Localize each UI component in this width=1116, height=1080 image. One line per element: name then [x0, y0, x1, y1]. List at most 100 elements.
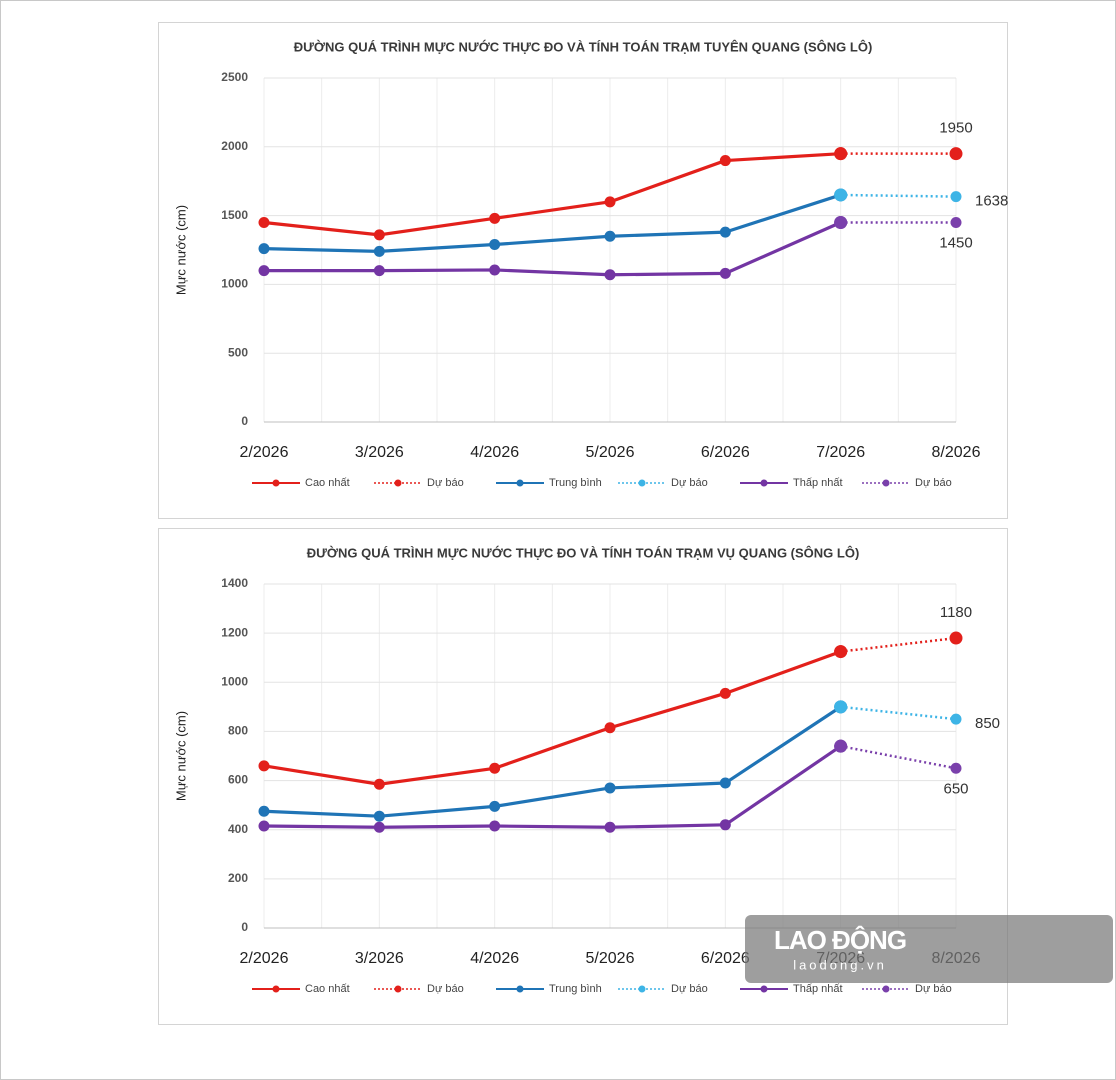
series-line	[263, 650, 842, 786]
x-tick-label: 4/2026	[470, 950, 519, 967]
series-marker	[949, 631, 963, 645]
y-tick-label: 0	[241, 920, 248, 934]
series-marker	[373, 778, 385, 790]
chart-title: ĐƯỜNG QUÁ TRÌNH MỰC NƯỚC THỰC ĐO VÀ TÍNH…	[294, 39, 873, 54]
y-tick-label: 500	[228, 345, 248, 359]
series-marker	[719, 226, 731, 238]
legend-label: Dự báo	[427, 477, 464, 489]
y-tick-label: 400	[228, 822, 248, 836]
y-axis-title: Mực nước (cm)	[173, 711, 188, 801]
series-line	[264, 221, 842, 277]
legend-label: Thấp nhất	[793, 477, 843, 489]
legend-label: Dự báo	[915, 477, 952, 489]
x-tick-label: 8/2026	[932, 444, 981, 461]
series-line	[263, 193, 842, 253]
series-marker	[604, 821, 616, 833]
legend-label: Cao nhất	[305, 477, 350, 489]
y-tick-label: 1500	[221, 208, 248, 222]
legend-label: Dự báo	[427, 983, 464, 995]
series-line	[263, 705, 842, 818]
data-label: 1950	[939, 120, 972, 137]
data-label: 650	[943, 780, 968, 797]
series-marker	[258, 820, 270, 832]
legend-label: Thấp nhất	[793, 983, 843, 995]
legend-label: Trung bình	[549, 983, 602, 995]
legend-marker	[638, 985, 646, 993]
y-tick-label: 1400	[221, 576, 248, 590]
series-marker	[719, 267, 731, 279]
legend-marker	[638, 479, 646, 487]
series-marker	[719, 819, 731, 831]
y-tick-label: 200	[228, 871, 248, 885]
x-tick-label: 2/2026	[240, 444, 289, 461]
series-marker	[258, 216, 270, 228]
watermark-url: laodong.vn	[793, 957, 887, 972]
series-marker	[489, 820, 501, 832]
series-marker	[834, 147, 848, 161]
series-marker	[949, 147, 963, 161]
legend-marker	[882, 479, 890, 487]
x-tick-label: 5/2026	[586, 950, 635, 967]
series-marker	[373, 265, 385, 277]
series-marker	[489, 762, 501, 774]
series-marker	[719, 155, 731, 167]
legend-marker	[394, 985, 402, 993]
legend-label: Dự báo	[915, 983, 952, 995]
series-marker	[604, 230, 616, 242]
series-marker	[834, 188, 848, 202]
series-marker	[834, 739, 848, 753]
series-marker	[489, 800, 501, 812]
series-marker	[719, 777, 731, 789]
watermark-title: LAO ĐỘNG	[774, 925, 906, 955]
data-label: 850	[975, 715, 1000, 732]
series-marker	[373, 821, 385, 833]
series-marker	[489, 264, 501, 276]
series-marker	[950, 216, 962, 228]
legend-marker	[760, 985, 768, 993]
y-axis-title: Mực nước (cm)	[173, 205, 188, 295]
x-tick-label: 6/2026	[701, 444, 750, 461]
data-label: 1638	[975, 193, 1008, 210]
legend-label: Dự báo	[671, 983, 708, 995]
x-tick-label: 5/2026	[586, 444, 635, 461]
series-marker	[373, 810, 385, 822]
legend-marker	[394, 479, 402, 487]
series-marker	[258, 760, 270, 772]
legend-label: Cao nhất	[305, 983, 350, 995]
legend-label: Trung bình	[549, 477, 602, 489]
data-label: 1450	[939, 234, 972, 251]
chart-title: ĐƯỜNG QUÁ TRÌNH MỰC NƯỚC THỰC ĐO VÀ TÍNH…	[307, 545, 860, 560]
y-tick-label: 2000	[221, 139, 248, 153]
series-marker	[719, 687, 731, 699]
series-marker	[604, 269, 616, 281]
legend-marker	[272, 985, 280, 993]
series-marker	[373, 245, 385, 257]
y-tick-label: 2500	[221, 70, 248, 84]
series-marker	[373, 229, 385, 241]
series-marker	[258, 243, 270, 255]
series-marker	[604, 782, 616, 794]
series-marker	[604, 722, 616, 734]
series-line	[840, 705, 957, 721]
data-label: 1180	[940, 604, 972, 621]
series-marker	[489, 212, 501, 224]
legend-marker	[516, 985, 524, 993]
series-marker	[258, 805, 270, 817]
y-tick-label: 1000	[221, 674, 248, 688]
series-line	[263, 744, 842, 829]
series-line	[840, 193, 957, 198]
y-tick-label: 600	[228, 773, 248, 787]
series-marker	[604, 196, 616, 208]
legend-label: Dự báo	[671, 477, 708, 489]
x-tick-label: 2/2026	[240, 950, 289, 967]
y-tick-label: 800	[228, 724, 248, 738]
legend-marker	[272, 479, 280, 487]
series-marker	[950, 713, 962, 725]
series-marker	[834, 645, 848, 659]
legend-marker	[882, 985, 890, 993]
x-tick-label: 6/2026	[701, 950, 750, 967]
series-marker	[950, 191, 962, 203]
series-marker	[489, 238, 501, 250]
series-marker	[950, 762, 962, 774]
legend-marker	[760, 479, 768, 487]
